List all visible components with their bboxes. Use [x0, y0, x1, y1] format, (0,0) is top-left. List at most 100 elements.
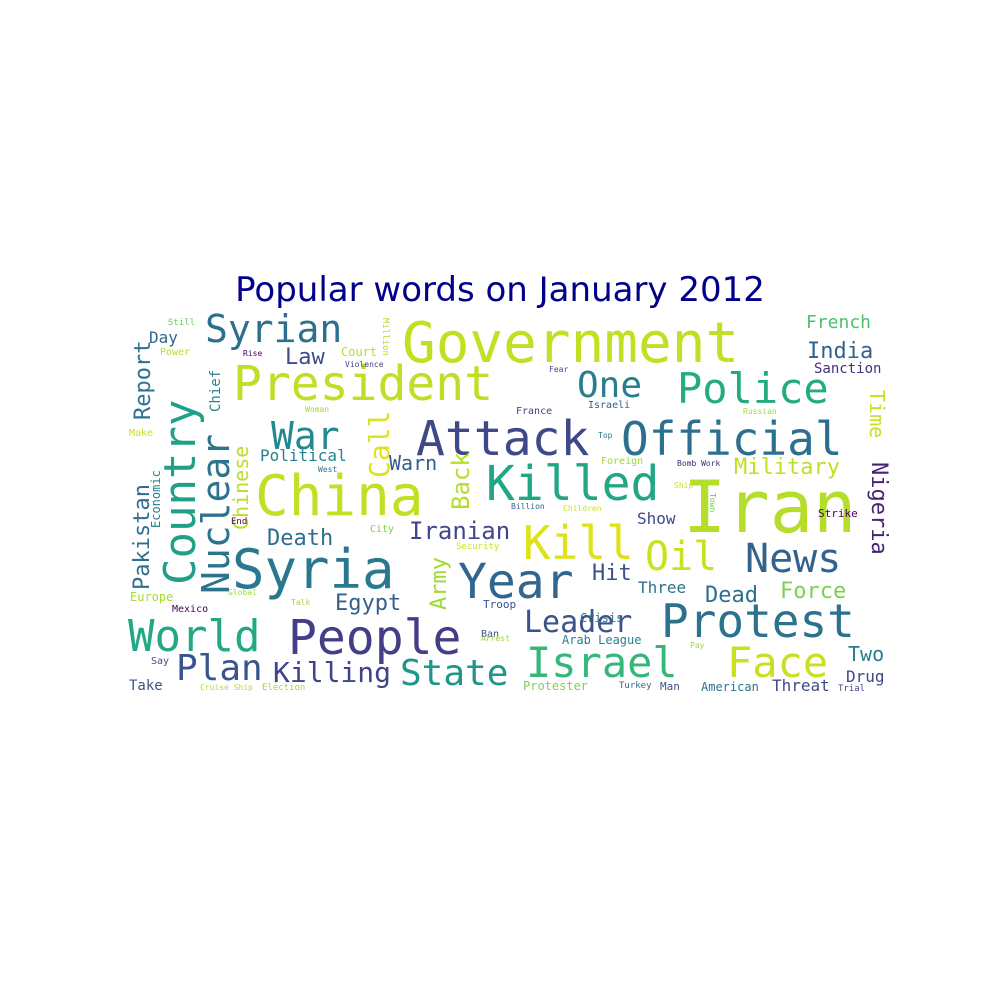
word-news: News: [745, 536, 841, 582]
word-protest: Protest: [661, 594, 855, 648]
word-two: Two: [848, 642, 884, 666]
word-kill: Kill: [523, 516, 634, 570]
word-iranian: Iranian: [409, 517, 510, 545]
word-back: Back: [447, 452, 475, 510]
word-syrian: Syrian: [205, 307, 342, 351]
word-town: Town: [708, 493, 717, 512]
word-security: Security: [456, 542, 500, 552]
word-french: French: [806, 312, 871, 333]
word-american: American: [701, 680, 759, 694]
word-city: City: [370, 524, 394, 535]
word-day: Day: [149, 328, 178, 347]
word-time: Time: [865, 390, 889, 438]
word-europe: Europe: [130, 590, 173, 604]
word-israel: Israel: [526, 638, 678, 687]
word-billion: Billion: [511, 502, 545, 511]
word-president: President: [233, 356, 493, 412]
word-troop: Troop: [483, 598, 516, 611]
word-power: Power: [160, 347, 190, 358]
word-attack: Attack: [416, 411, 589, 467]
word-force: Force: [780, 579, 846, 604]
word-official: Official: [621, 412, 843, 466]
word-nigeria: Nigeria: [866, 462, 891, 555]
word-ban: Ban: [481, 629, 499, 640]
word-turkey: Turkey: [619, 681, 652, 691]
word-fear: Fear: [549, 365, 568, 374]
word-threat: Threat: [772, 676, 830, 695]
word-arrest: Arrest: [481, 634, 510, 643]
word-killed: Killed: [486, 456, 659, 512]
word-still: Still: [168, 318, 195, 328]
word-france: France: [516, 406, 552, 417]
word-syria: Syria: [232, 538, 395, 601]
word-pakistan: Pakistan: [130, 484, 155, 590]
word-political: Political: [260, 446, 347, 465]
word-army: Army: [427, 557, 452, 610]
word-show: Show: [637, 509, 676, 528]
word-three: Three: [638, 578, 686, 597]
word-economic: Economic: [149, 470, 163, 528]
word-call: Call: [363, 411, 396, 478]
word-strike: Strike: [818, 507, 858, 520]
word-make: Make: [129, 428, 153, 439]
word-chinese: Chinese: [229, 446, 253, 530]
word-children: Children: [563, 504, 602, 513]
word-face: Face: [727, 638, 828, 687]
word-end: End: [231, 517, 247, 527]
word-warn: Warn: [389, 451, 437, 475]
word-pay: Pay: [690, 641, 705, 650]
word-death: Death: [267, 526, 333, 551]
word-military: Military: [734, 455, 840, 480]
word-protester: Protester: [523, 679, 588, 693]
word-hit: Hit: [592, 561, 632, 586]
word-chief: Chief: [208, 370, 224, 412]
word-take: Take: [129, 678, 163, 694]
word-government: Government: [402, 311, 739, 376]
word-violence: Violence: [345, 360, 384, 369]
word-talk: Talk: [291, 598, 310, 607]
word-israeli: Israeli: [588, 400, 630, 411]
word-nuclear: Nuclear: [194, 434, 238, 594]
word-world: World: [128, 611, 260, 662]
word-arab-league: Arab League: [562, 633, 641, 647]
word-trial: Trial: [838, 684, 865, 694]
word-say: Say: [151, 656, 169, 667]
word-west: West: [318, 465, 337, 474]
word-law: Law: [285, 345, 325, 370]
word-year: Year: [458, 554, 574, 610]
word-rise: Rise: [243, 349, 262, 358]
word-million: Million: [380, 318, 390, 356]
word-leader: Leader: [524, 605, 632, 640]
word-police: Police: [677, 364, 829, 413]
word-war: War: [271, 414, 340, 458]
word-foreign: Foreign: [601, 456, 643, 467]
word-oil: Oil: [645, 534, 717, 580]
word-people: People: [288, 610, 461, 666]
word-court: Court: [341, 345, 377, 359]
word-sanction: Sanction: [814, 361, 881, 377]
word-egypt: Egypt: [335, 591, 401, 616]
word-india: India: [807, 339, 873, 364]
word-iran: Iran: [683, 465, 856, 549]
word-global: Global: [228, 588, 257, 597]
word-cruise-ship: Cruise Ship: [200, 683, 253, 692]
word-mexico: Mexico: [172, 604, 208, 615]
word-drug: Drug: [846, 667, 885, 686]
word-ship: Ship: [674, 481, 693, 490]
word-plan: Plan: [176, 648, 263, 689]
word-report: Report: [131, 341, 156, 420]
word-man: Man: [660, 680, 680, 693]
word-election: Election: [262, 683, 305, 693]
word-country: Country: [155, 400, 206, 585]
word-woman: Woman: [305, 405, 329, 414]
word-killing: Killing: [273, 656, 391, 689]
word-state: State: [400, 653, 508, 694]
word-dead: Dead: [705, 583, 758, 608]
chart-title: Popular words on January 2012: [235, 270, 765, 310]
word-crisis: Crisis: [580, 611, 623, 625]
word-one: One: [577, 365, 642, 406]
word-china: China: [255, 464, 424, 529]
word-russian: Russian: [743, 407, 777, 416]
word-top: Top: [598, 431, 613, 440]
